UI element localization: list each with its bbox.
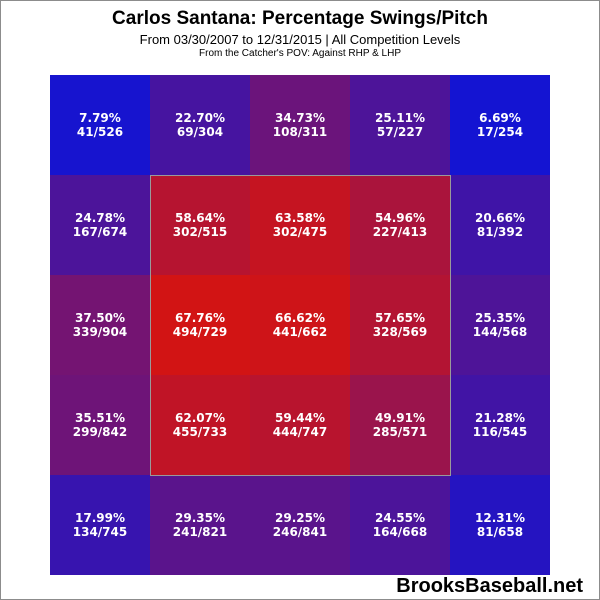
cell-count-label: 17/254 [477,125,523,139]
cell-count-label: 494/729 [173,325,227,339]
cell-percentage-label: 62.07% [175,411,225,425]
cell-count-label: 144/568 [473,325,527,339]
heatmap-cell [150,475,250,575]
heatmap-cell [450,75,550,175]
chart-subtitle: From 03/30/2007 to 12/31/2015 | All Comp… [139,32,461,47]
heatmap-cell [250,175,350,275]
cell-percentage-label: 12.31% [475,511,525,525]
cell-percentage-label: 6.69% [479,111,521,125]
cell-percentage-label: 57.65% [375,311,425,325]
cell-percentage-label: 17.99% [75,511,125,525]
heatmap-cell [350,375,450,475]
heatmap-cell [450,275,550,375]
cell-count-label: 81/392 [477,225,523,239]
cell-count-label: 57/227 [377,125,423,139]
cell-count-label: 241/821 [173,525,227,539]
cell-count-label: 302/475 [273,225,327,239]
chart-pov-note: From the Catcher's POV: Against RHP & LH… [199,48,401,59]
heatmap-cell [50,275,150,375]
heatmap-cell [150,175,250,275]
cell-count-label: 444/747 [273,425,327,439]
cell-percentage-label: 24.55% [375,511,425,525]
cell-count-label: 164/668 [373,525,427,539]
strike-zone-outline [150,175,451,476]
cell-percentage-label: 67.76% [175,311,225,325]
heatmap-cell [150,375,250,475]
cell-percentage-label: 63.58% [275,211,325,225]
cell-percentage-label: 49.91% [375,411,425,425]
heatmap-cell [50,375,150,475]
heatmap-cell [50,175,150,275]
heatmap-cell [250,75,350,175]
heatmap-cell [50,75,150,175]
heatmap-cell [50,475,150,575]
cell-percentage-label: 20.66% [475,211,525,225]
cell-percentage-label: 29.25% [275,511,325,525]
cell-percentage-label: 21.28% [475,411,525,425]
heatmap-cell [250,275,350,375]
heatmap-cell [250,375,350,475]
cell-percentage-label: 54.96% [375,211,425,225]
cell-count-label: 299/842 [73,425,127,439]
cell-count-label: 81/658 [477,525,523,539]
cell-percentage-label: 35.51% [75,411,125,425]
heatmap-cell [450,475,550,575]
cell-percentage-label: 25.35% [475,311,525,325]
chart-title: Carlos Santana: Percentage Swings/Pitch [112,8,488,29]
cell-percentage-label: 22.70% [175,111,225,125]
cell-count-label: 108/311 [273,125,327,139]
heatmap-cell [450,375,550,475]
cell-percentage-label: 24.78% [75,211,125,225]
cell-count-label: 285/571 [373,425,427,439]
cell-count-label: 246/841 [273,525,327,539]
cell-percentage-label: 37.50% [75,311,125,325]
heatmap-cell [350,275,450,375]
cell-count-label: 41/526 [77,125,123,139]
cell-count-label: 116/545 [473,425,527,439]
cell-count-label: 441/662 [273,325,327,339]
cell-count-label: 328/569 [373,325,427,339]
cell-count-label: 302/515 [173,225,227,239]
cell-percentage-label: 7.79% [79,111,121,125]
cell-percentage-label: 66.62% [275,311,325,325]
cell-count-label: 69/304 [177,125,223,139]
cell-percentage-label: 58.64% [175,211,225,225]
cell-percentage-label: 59.44% [275,411,325,425]
heatmap-cell [350,175,450,275]
cell-count-label: 227/413 [373,225,427,239]
watermark: BrooksBaseball.net [396,575,583,597]
cell-count-label: 167/674 [73,225,127,239]
cell-count-label: 455/733 [173,425,227,439]
heatmap-cell [350,475,450,575]
heatmap-cell [450,175,550,275]
cell-percentage-label: 29.35% [175,511,225,525]
cell-count-label: 134/745 [73,525,127,539]
heatmap-cell [350,75,450,175]
heatmap-cell [150,75,250,175]
cell-count-label: 339/904 [73,325,127,339]
cell-percentage-label: 25.11% [375,111,425,125]
cell-percentage-label: 34.73% [275,111,325,125]
heatmap-cell [250,475,350,575]
heatmap-cell [150,275,250,375]
